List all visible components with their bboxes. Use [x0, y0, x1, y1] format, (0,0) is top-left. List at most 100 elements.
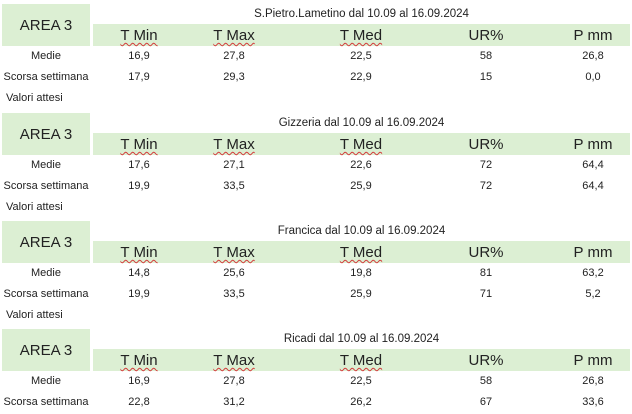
col-ur: UR% [468, 244, 504, 261]
station-block-3: AREA 3 Ricadi dal 10.09 al 16.09.2024 T … [2, 329, 630, 413]
cell: 16,9 [128, 50, 150, 62]
station-block-2: AREA 3 Francica dal 10.09 al 16.09.2024 … [2, 221, 630, 326]
cell: 16,9 [128, 375, 150, 387]
station-block-1: AREA 3 Gizzeria dal 10.09 al 16.09.2024 … [2, 113, 630, 218]
cell: 71 [479, 288, 493, 300]
cell: 15 [479, 71, 493, 83]
cell: 58 [479, 50, 493, 62]
cell: 72 [479, 180, 493, 192]
row-label: Valori attesi [6, 309, 63, 321]
row-label: Valori attesi [6, 92, 63, 104]
row-label: Scorsa settimana [3, 396, 89, 408]
station-block-0: AREA 3 S.Pietro.Lametino dal 10.09 al 16… [2, 4, 630, 109]
row-medie: Medie 17,6 27,1 22,6 72 64,4 [2, 155, 630, 176]
cell: 27,8 [223, 375, 245, 387]
row-medie: Medie 16,9 27,8 22,5 58 26,8 [2, 371, 630, 392]
cell: 58 [479, 375, 493, 387]
row-label: Medie [31, 159, 61, 171]
col-tmax: T Max [213, 244, 255, 261]
cell: 67 [479, 396, 493, 408]
area-label: AREA 3 [2, 221, 92, 263]
col-tmax: T Max [213, 27, 255, 44]
col-tmed: T Med [339, 352, 383, 369]
row-scorsa: Scorsa settimana 19,9 33,5 25,9 71 5,2 [2, 284, 630, 305]
area-label: AREA 3 [2, 113, 92, 155]
row-label: Valori attesi [6, 201, 63, 213]
row-scorsa: Scorsa settimana 22,8 31,2 26,2 67 33,6 [2, 392, 630, 413]
column-headers: T Min T Max T Med UR% P mm [93, 349, 630, 371]
cell: 22,6 [350, 159, 372, 171]
cell: 17,6 [128, 159, 150, 171]
cell: 64,4 [582, 159, 604, 171]
block-title: Ricadi dal 10.09 al 16.09.2024 [93, 329, 630, 349]
row-label: Medie [31, 267, 61, 279]
row-label: Scorsa settimana [3, 71, 89, 83]
col-tmin: T Min [120, 136, 158, 153]
cell: 26,8 [582, 375, 604, 387]
row-medie: Medie 16,9 27,8 22,5 58 26,8 [2, 46, 630, 67]
col-pmm: P mm [573, 136, 613, 153]
block-title: S.Pietro.Lametino dal 10.09 al 16.09.202… [93, 4, 630, 24]
row-attesi: Valori attesi [2, 197, 630, 218]
cell: 17,9 [128, 71, 150, 83]
cell: 81 [479, 267, 493, 279]
col-ur: UR% [468, 27, 504, 44]
cell: 33,5 [223, 180, 245, 192]
cell: 0,0 [585, 71, 601, 83]
cell: 14,8 [128, 267, 150, 279]
cell: 63,2 [582, 267, 604, 279]
column-headers: T Min T Max T Med UR% P mm [93, 241, 630, 263]
area-label: AREA 3 [2, 329, 92, 371]
cell: 5,2 [585, 288, 601, 300]
col-tmin: T Min [120, 244, 158, 261]
row-label: Medie [31, 375, 61, 387]
col-tmax: T Max [213, 136, 255, 153]
cell: 31,2 [223, 396, 245, 408]
col-tmax: T Max [213, 352, 255, 369]
col-tmin: T Min [120, 27, 158, 44]
cell: 72 [479, 159, 493, 171]
block-header: AREA 3 S.Pietro.Lametino dal 10.09 al 16… [2, 4, 630, 46]
row-attesi: Valori attesi [2, 305, 630, 326]
cell: 26,2 [350, 396, 372, 408]
column-headers: T Min T Max T Med UR% P mm [93, 24, 630, 46]
cell: 19,9 [128, 288, 150, 300]
cell: 22,5 [350, 375, 372, 387]
col-pmm: P mm [573, 27, 613, 44]
cell: 33,5 [223, 288, 245, 300]
cell: 25,6 [223, 267, 245, 279]
area-label: AREA 3 [2, 4, 92, 46]
col-ur: UR% [468, 352, 504, 369]
cell: 22,8 [128, 396, 150, 408]
cell: 27,1 [223, 159, 245, 171]
row-label: Medie [31, 50, 61, 62]
block-header: AREA 3 Francica dal 10.09 al 16.09.2024 … [2, 221, 630, 263]
col-ur: UR% [468, 136, 504, 153]
row-scorsa: Scorsa settimana 19,9 33,5 25,9 72 64,4 [2, 176, 630, 197]
cell: 19,9 [128, 180, 150, 192]
cell: 22,5 [350, 50, 372, 62]
row-label: Scorsa settimana [3, 288, 89, 300]
block-header: AREA 3 Gizzeria dal 10.09 al 16.09.2024 … [2, 113, 630, 155]
cell: 27,8 [223, 50, 245, 62]
cell: 19,8 [350, 267, 372, 279]
col-tmed: T Med [339, 244, 383, 261]
cell: 22,9 [350, 71, 372, 83]
col-tmin: T Min [120, 352, 158, 369]
row-label: Scorsa settimana [3, 180, 89, 192]
cell: 64,4 [582, 180, 604, 192]
row-scorsa: Scorsa settimana 17,9 29,3 22,9 15 0,0 [2, 67, 630, 88]
cell: 29,3 [223, 71, 245, 83]
row-attesi: Valori attesi [2, 88, 630, 109]
col-tmed: T Med [339, 136, 383, 153]
cell: 25,9 [350, 180, 372, 192]
column-headers: T Min T Max T Med UR% P mm [93, 133, 630, 155]
block-title: Francica dal 10.09 al 16.09.2024 [93, 221, 630, 241]
col-pmm: P mm [573, 244, 613, 261]
cell: 25,9 [350, 288, 372, 300]
cell: 26,8 [582, 50, 604, 62]
block-header: AREA 3 Ricadi dal 10.09 al 16.09.2024 T … [2, 329, 630, 371]
cell: 33,6 [582, 396, 604, 408]
col-pmm: P mm [573, 352, 613, 369]
col-tmed: T Med [339, 27, 383, 44]
